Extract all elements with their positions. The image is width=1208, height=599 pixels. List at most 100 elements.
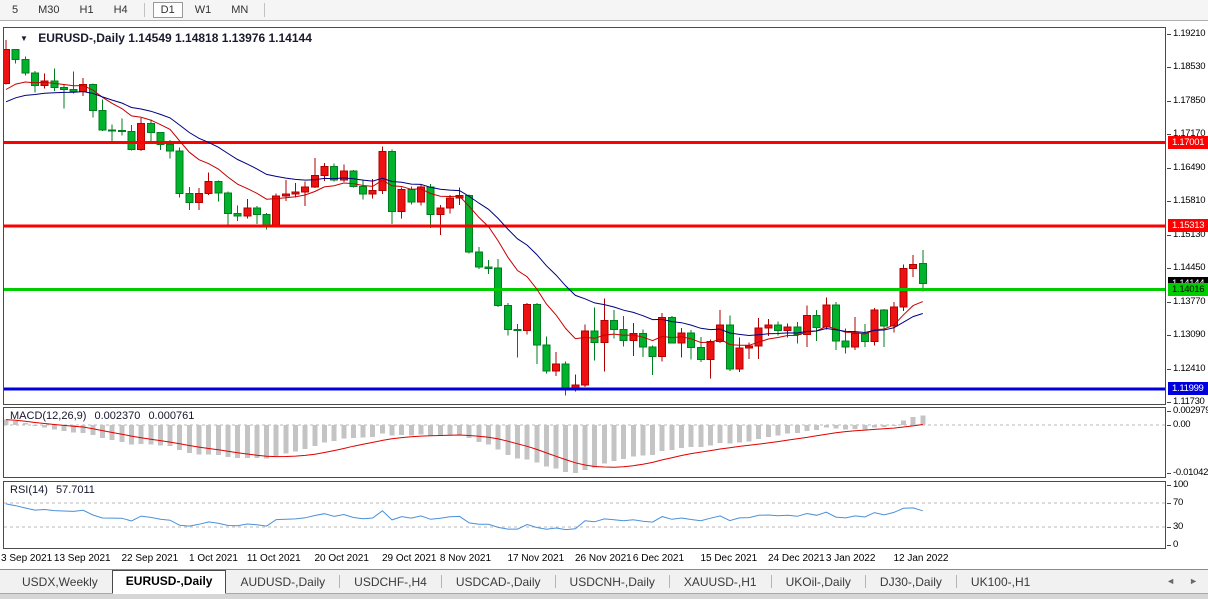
price-tick-label: 1.14450 xyxy=(1173,262,1206,274)
macd-histogram-bar xyxy=(833,424,839,429)
macd-histogram-bar xyxy=(370,424,376,438)
candle-body xyxy=(378,151,387,191)
price-tick-label: 1.16490 xyxy=(1173,161,1206,173)
price-tick-label: 1.15130 xyxy=(1173,228,1206,240)
axis-tick-mark xyxy=(1167,368,1171,370)
price-chart-panel[interactable]: ▼ EURUSD-,Daily 1.14549 1.14818 1.13976 … xyxy=(3,27,1166,405)
macd-histogram-bar xyxy=(437,424,443,436)
candle-body xyxy=(175,150,184,194)
moving-average-line xyxy=(5,91,923,337)
macd-histogram-bar xyxy=(901,420,906,425)
candle-body xyxy=(281,193,290,197)
ohlc-low: 1.13976 xyxy=(221,31,266,45)
tab-ukoil-daily[interactable]: UKOil-,Daily xyxy=(785,575,851,589)
macd-histogram-bar xyxy=(679,424,684,448)
macd-histogram-bar xyxy=(572,424,578,473)
period-button-h1[interactable]: H1 xyxy=(72,2,102,18)
tab-separator xyxy=(440,575,442,588)
tab-dj30-daily[interactable]: DJ30-,Daily xyxy=(879,575,942,589)
tab-separator xyxy=(339,575,341,588)
candle-body xyxy=(359,186,368,195)
date-label: 1 Oct 2021 xyxy=(189,553,238,564)
price-axis[interactable]: 1.19210 1.18530 1.17850 1.17170 1.16490 1.158… xyxy=(1167,21,1208,569)
candle-body xyxy=(870,309,879,343)
tab-usdchf-h4[interactable]: USDCHF-,H4 xyxy=(354,575,427,589)
tab-usdcad-daily[interactable]: USDCAD-,Daily xyxy=(455,575,541,589)
tab-audusd-daily[interactable]: AUDUSD-,Daily xyxy=(240,575,326,589)
toolbar-divider xyxy=(143,3,145,17)
period-button-w1[interactable]: W1 xyxy=(187,2,220,18)
macd-histogram-bar xyxy=(100,424,105,438)
macd-histogram-bar xyxy=(843,424,849,430)
candle-body xyxy=(127,130,136,151)
macd-signal-value: 0.000761 xyxy=(148,410,195,422)
rsi-indicator-panel[interactable]: RSI(14) 57.7011 xyxy=(3,481,1166,549)
axis-tick-mark xyxy=(1167,424,1171,426)
macd-histogram-bar xyxy=(621,424,627,459)
macd-histogram-bar xyxy=(872,424,877,428)
macd-histogram-bar xyxy=(22,423,28,425)
period-button-5[interactable]: 5 xyxy=(4,2,26,18)
tabs-scroll-right-icon[interactable]: ► xyxy=(1189,576,1198,586)
period-button-mn[interactable]: MN xyxy=(223,2,256,18)
candle-body xyxy=(40,80,49,87)
candle-body xyxy=(233,213,242,217)
macd-histogram-bar xyxy=(495,424,501,450)
candle-body xyxy=(503,305,512,331)
macd-histogram-bar xyxy=(167,424,173,447)
macd-histogram-bar xyxy=(476,424,482,442)
candle-body xyxy=(812,315,821,328)
price-marker-1.15313: 1.15313 xyxy=(1168,219,1208,233)
date-label: 3 Sep 2021 xyxy=(1,553,53,564)
candle-body xyxy=(426,186,435,216)
candle-body xyxy=(301,186,310,193)
date-label: 29 Oct 2021 xyxy=(382,553,437,564)
macd-histogram-bar xyxy=(235,424,241,458)
toolbar-divider xyxy=(264,3,266,17)
moving-average-line xyxy=(5,81,923,346)
candle-body xyxy=(677,332,686,344)
candle-body xyxy=(31,72,39,87)
macd-histogram-bar xyxy=(447,424,453,436)
chart-window: ▼ EURUSD-,Daily 1.14549 1.14818 1.13976 … xyxy=(0,21,1208,599)
macd-histogram-bar xyxy=(42,424,48,428)
tab-eurusd-daily[interactable]: EURUSD-,Daily xyxy=(111,570,227,594)
macd-histogram-bar xyxy=(601,424,607,464)
candle-body xyxy=(214,181,223,194)
candle-body xyxy=(407,189,416,203)
tabs-scroll-left-icon[interactable]: ◄ xyxy=(1166,576,1176,586)
macd-histogram-bar xyxy=(466,424,472,439)
tab-usdcnh-daily[interactable]: USDCNH-,Daily xyxy=(569,575,655,589)
candle-body xyxy=(860,333,869,343)
axis-tick-mark xyxy=(1167,402,1171,404)
period-button-m30[interactable]: M30 xyxy=(30,2,67,18)
candle-body xyxy=(117,130,126,132)
date-axis[interactable]: 3 Sep 2021 13 Sep 2021 22 Sep 2021 1 Oct 20… xyxy=(0,550,1208,569)
candle-body xyxy=(397,189,406,213)
candle-body xyxy=(889,306,898,327)
rsi-tick-label: 100 xyxy=(1173,479,1188,490)
macd-histogram-bar xyxy=(428,424,434,436)
axis-tick-mark xyxy=(1167,134,1171,136)
macd-histogram-bar xyxy=(177,424,183,450)
macd-histogram-bar xyxy=(399,424,405,435)
period-button-h4[interactable]: H4 xyxy=(106,2,136,18)
macd-histogram-bar xyxy=(736,424,742,443)
candle-body xyxy=(716,324,725,342)
macd-histogram-bar xyxy=(698,424,704,448)
macd-histogram-bar xyxy=(515,424,520,459)
macd-histogram-bar xyxy=(505,424,511,455)
tab-uk100-h1[interactable]: UK100-,H1 xyxy=(970,575,1031,589)
macd-histogram-bar xyxy=(804,424,810,431)
macd-histogram-bar xyxy=(283,424,289,454)
tab-separator xyxy=(955,575,957,588)
macd-indicator-panel[interactable]: MACD(12,26,9) 0.002370 0.000761 xyxy=(3,407,1166,478)
macd-histogram-bar xyxy=(543,424,549,467)
tab-usdx-weekly[interactable]: USDX,Weekly xyxy=(22,575,98,589)
ohlc-close: 1.14144 xyxy=(268,31,312,45)
tab-xauusd-h1[interactable]: XAUUSD-,H1 xyxy=(683,575,757,589)
candle-body xyxy=(899,268,908,308)
macd-histogram-bar xyxy=(360,424,366,438)
period-button-d1[interactable]: D1 xyxy=(152,2,183,18)
symbol-dropdown-icon[interactable]: ▼ xyxy=(20,34,28,43)
